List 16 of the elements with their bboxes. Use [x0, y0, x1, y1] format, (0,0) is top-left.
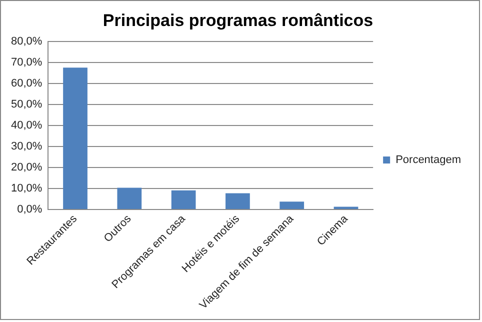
bar: [63, 68, 88, 209]
bar: [171, 190, 196, 209]
y-tick-label: 0,0%: [17, 203, 42, 216]
bar: [117, 188, 142, 209]
y-tick-label: 20,0%: [10, 161, 42, 174]
bar: [280, 202, 304, 209]
bar: [226, 193, 250, 209]
legend-label: Porcentagem: [396, 154, 462, 166]
y-tick-label: 40,0%: [10, 119, 42, 132]
y-tick-label: 70,0%: [10, 56, 42, 68]
y-tick-label: 30,0%: [10, 140, 42, 152]
y-tick-label: 60,0%: [10, 77, 42, 90]
y-tick-label: 80,0%: [10, 35, 42, 48]
chart-title: Principais programas românticos: [102, 10, 374, 30]
y-tick-label: 50,0%: [10, 98, 42, 110]
y-tick-label: 10,0%: [10, 182, 42, 194]
